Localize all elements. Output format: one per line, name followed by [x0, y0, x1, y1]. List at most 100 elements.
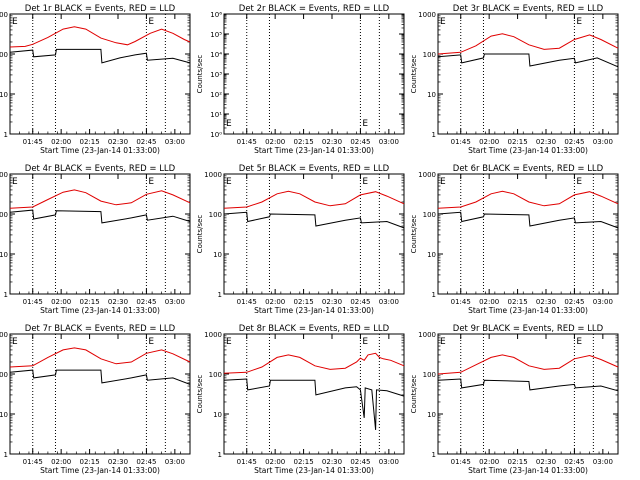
series-line-lld — [223, 352, 405, 374]
x-tick-label: 02:15 — [79, 298, 99, 306]
x-tick-label: 02:30 — [322, 458, 342, 466]
marker-e-label: E — [576, 337, 582, 347]
marker-e-label: E — [440, 17, 446, 27]
x-axis-label: Start Time (23-Jan-14 01:33:00) — [40, 466, 160, 475]
panel-title: Det 5r BLACK = Events, RED = LLD — [239, 164, 390, 174]
panel-3: Det 3r BLACK = Events, RED = LLD 1 10 100 10… — [410, 4, 619, 155]
x-tick-label: 02:45 — [564, 138, 584, 146]
panel-title: Det 7r BLACK = Events, RED = LLD — [25, 324, 176, 334]
panel-2: Det 2r BLACK = Events, RED = LLD 10⁰ 10¹ 10… — [196, 4, 405, 155]
y-tick-label: 10 — [427, 411, 436, 419]
y-tick-label: 1000 — [418, 331, 436, 339]
y-tick-label: 10² — [210, 91, 222, 99]
y-axis-label: Counts/sec — [196, 55, 204, 94]
series-line-events — [437, 53, 619, 68]
y-tick-label: 10⁶ — [210, 11, 222, 19]
x-tick-label: 02:15 — [293, 138, 313, 146]
y-axis-label: Counts/sec — [196, 375, 204, 414]
x-tick-label: 02:45 — [350, 298, 370, 306]
y-tick-label: 10 — [0, 411, 8, 419]
x-tick-label: 02:45 — [136, 138, 156, 146]
y-tick-label: 1000 — [0, 331, 8, 339]
x-tick-label: 01:45 — [451, 138, 471, 146]
x-tick-label: 02:00 — [265, 298, 285, 306]
series-line-lld — [9, 189, 191, 209]
x-tick-label: 02:45 — [136, 458, 156, 466]
x-tick-label: 02:30 — [322, 298, 342, 306]
marker-e-label: E — [12, 337, 18, 347]
y-tick-label: 10 — [213, 411, 222, 419]
plot-frame — [437, 13, 619, 135]
y-axis-label: Counts/sec — [410, 375, 418, 414]
x-tick-label: 01:45 — [23, 298, 43, 306]
x-tick-label: 01:45 — [237, 138, 257, 146]
y-tick-label: 10⁴ — [210, 51, 222, 59]
y-tick-label: 1 — [432, 131, 436, 139]
x-tick-label: 02:00 — [51, 298, 71, 306]
x-tick-label: 02:45 — [564, 458, 584, 466]
series-line-events — [223, 211, 405, 229]
marker-e-label: E — [226, 337, 232, 347]
y-tick-label: 10¹ — [210, 111, 222, 119]
plot-frame — [223, 173, 405, 295]
y-axis-label: Counts/sec — [196, 215, 204, 254]
x-tick-label: 02:45 — [136, 298, 156, 306]
x-tick-label: 02:15 — [507, 458, 527, 466]
y-tick-label: 100 — [209, 371, 222, 379]
y-tick-label: 10 — [0, 91, 8, 99]
y-tick-label: 10 — [427, 251, 436, 259]
x-tick-label: 01:45 — [23, 138, 43, 146]
marker-e-label: E — [576, 177, 582, 187]
x-tick-label: 02:00 — [479, 138, 499, 146]
x-axis-label: Start Time (23-Jan-14 01:33:00) — [468, 146, 588, 155]
y-tick-label: 1000 — [0, 171, 8, 179]
x-axis-label: Start Time (23-Jan-14 01:33:00) — [468, 466, 588, 475]
marker-e-label: E — [440, 337, 446, 347]
x-tick-label: 02:30 — [108, 138, 128, 146]
plot-frame — [437, 173, 619, 295]
y-tick-label: 10³ — [210, 71, 222, 79]
series-line-lld — [437, 33, 619, 55]
x-tick-label: 02:00 — [479, 458, 499, 466]
y-tick-label: 1 — [432, 291, 436, 299]
x-tick-label: 02:30 — [108, 298, 128, 306]
y-axis-label: Counts/sec — [410, 55, 418, 94]
plot-frame — [223, 333, 405, 455]
panel-title: Det 1r BLACK = Events, RED = LLD — [25, 4, 176, 14]
panel-6: Det 6r BLACK = Events, RED = LLD 1 10 100 10… — [410, 164, 619, 315]
x-tick-label: 02:15 — [293, 458, 313, 466]
marker-e-label: E — [362, 177, 368, 187]
x-axis-label: Start Time (23-Jan-14 01:33:00) — [254, 306, 374, 315]
x-tick-label: 01:45 — [451, 298, 471, 306]
x-tick-label: 03:00 — [379, 298, 399, 306]
panel-title: Det 8r BLACK = Events, RED = LLD — [239, 324, 390, 334]
x-tick-label: 02:15 — [79, 458, 99, 466]
plot-frame — [9, 333, 191, 455]
panel-title: Det 6r BLACK = Events, RED = LLD — [453, 164, 604, 174]
y-axis-label: Counts/sec — [410, 215, 418, 254]
panel-title: Det 4r BLACK = Events, RED = LLD — [25, 164, 176, 174]
marker-e-label: E — [148, 177, 154, 187]
x-tick-label: 02:45 — [564, 298, 584, 306]
marker-e-label: E — [12, 17, 18, 27]
y-tick-label: 10 — [0, 251, 8, 259]
x-tick-label: 02:15 — [293, 298, 313, 306]
x-tick-label: 01:45 — [23, 458, 43, 466]
x-tick-label: 02:45 — [350, 138, 370, 146]
y-tick-label: 100 — [0, 51, 8, 59]
marker-e-label: E — [148, 337, 154, 347]
y-tick-label: 10⁵ — [210, 31, 222, 39]
series-line-lld — [9, 347, 191, 368]
series-line-events — [9, 209, 191, 224]
y-tick-label: 1000 — [204, 171, 222, 179]
marker-e-label: E — [440, 177, 446, 187]
x-tick-label: 01:45 — [237, 298, 257, 306]
x-tick-label: 02:00 — [51, 458, 71, 466]
y-tick-label: 1000 — [0, 11, 8, 19]
x-tick-label: 03:00 — [165, 138, 185, 146]
x-tick-label: 03:00 — [379, 458, 399, 466]
x-tick-label: 02:00 — [265, 138, 285, 146]
y-tick-label: 100 — [0, 211, 8, 219]
plot-frame — [9, 173, 191, 295]
